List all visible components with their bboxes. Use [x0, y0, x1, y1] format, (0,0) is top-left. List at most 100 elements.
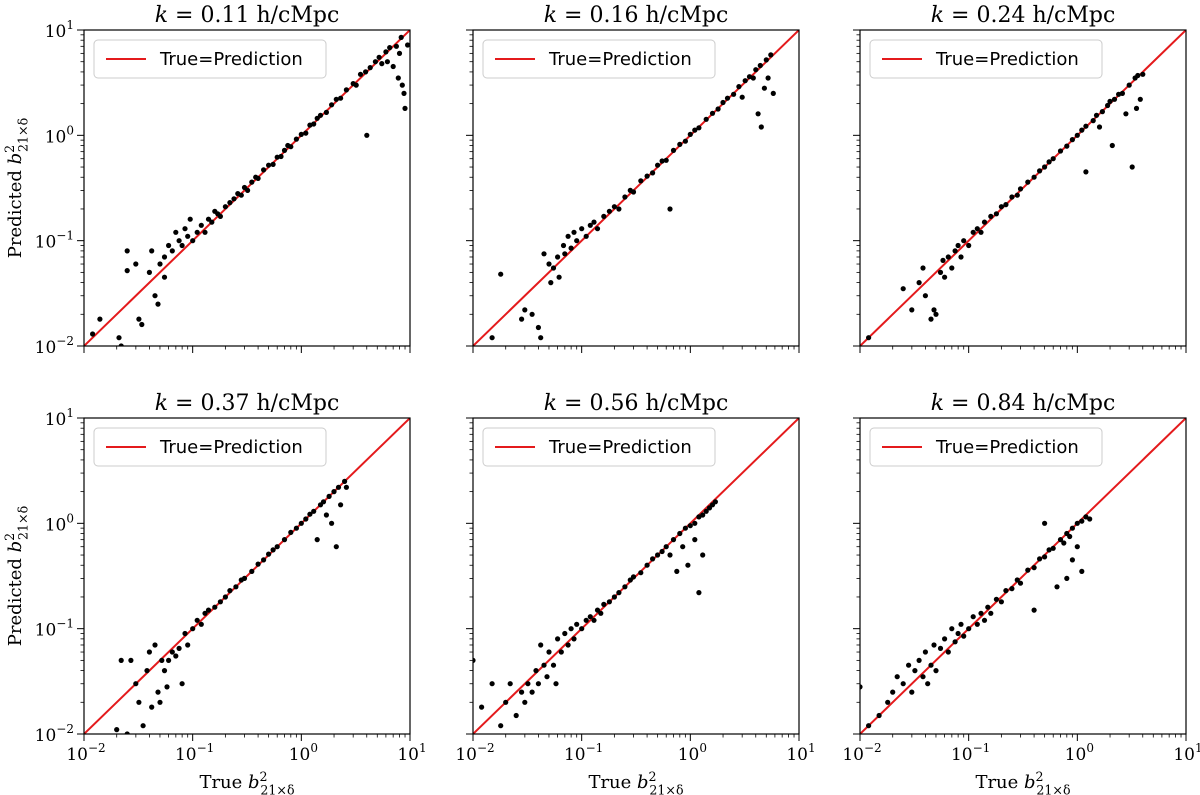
scatter-point: [548, 280, 554, 286]
scatter-point: [522, 699, 528, 705]
scatter-point: [274, 544, 280, 550]
scatter-point: [606, 599, 613, 605]
scatter-point: [937, 269, 944, 275]
scatter-point: [278, 153, 284, 160]
scatter-point: [594, 607, 601, 613]
scatter-point: [900, 681, 906, 687]
scatter-point: [1042, 554, 1048, 560]
scatter-point: [550, 662, 557, 668]
scatter-point: [136, 699, 142, 705]
scatter-point: [390, 63, 396, 70]
scatter-point: [755, 111, 761, 117]
scatter-point: [133, 681, 139, 687]
scatter-point: [522, 307, 528, 313]
scatter-point: [1003, 588, 1009, 594]
scatter-point: [198, 621, 204, 627]
scatter-point: [970, 229, 976, 235]
scatter-point: [353, 82, 359, 88]
scatter-point: [703, 508, 709, 514]
y-tick-label: 100: [45, 123, 74, 147]
subplot-title: k = 0.84 h/cMpc: [931, 391, 1116, 416]
scatter-point: [920, 674, 926, 680]
legend-label: True=Prediction: [548, 437, 692, 458]
scatter-point: [159, 657, 165, 664]
scatter-point: [179, 242, 185, 249]
scatter-point: [1069, 525, 1075, 531]
scatter-point: [379, 61, 385, 67]
scatter-point: [1137, 96, 1143, 102]
scatter-point: [670, 537, 677, 543]
legend-box: [93, 427, 327, 467]
x-tick-label: 10−2: [455, 741, 494, 765]
scatter-point: [1119, 90, 1125, 96]
scatter-point: [1126, 82, 1132, 88]
x-tick-label: 10−2: [842, 741, 881, 765]
scatter-point: [1093, 112, 1100, 118]
scatter-point: [993, 211, 1000, 217]
scatter-point: [261, 167, 267, 173]
scatter-point: [152, 642, 158, 648]
scatter-point: [568, 626, 574, 632]
scatter-point: [988, 610, 994, 616]
scatter-point: [1067, 533, 1073, 540]
scatter-point: [249, 179, 255, 185]
scatter-point: [288, 144, 294, 150]
scatter-point: [498, 723, 504, 729]
scatter-point: [579, 626, 585, 632]
scatter-point: [594, 226, 601, 232]
scatter-point: [544, 674, 550, 680]
scatter-point: [928, 662, 934, 668]
scatter-point: [217, 213, 223, 219]
panel-grid: k = 0.11 h/cMpc 10−2 10−1 100 101 Predicted b…: [2, 3, 1200, 795]
scatter-point: [185, 642, 191, 648]
scatter-point: [1009, 194, 1015, 200]
scatter-point: [739, 94, 745, 100]
scatter-point: [146, 269, 152, 275]
scatter-point: [952, 248, 958, 254]
scatter-point: [1083, 123, 1089, 129]
scatter-point: [529, 689, 535, 695]
y-tick-label: 10−1: [35, 617, 74, 641]
scatter-point: [303, 516, 309, 522]
x-tick-label: 10−1: [951, 741, 990, 765]
scatter-point: [949, 626, 955, 632]
scatter-point: [166, 242, 172, 249]
scatter-point: [266, 551, 272, 557]
scatter-point: [393, 43, 399, 49]
scatter-point: [692, 127, 698, 133]
scatter-point: [1031, 174, 1037, 180]
plot-area: [473, 30, 799, 346]
scatter-point: [245, 187, 251, 193]
scatter-point: [655, 552, 661, 558]
scatter-point: [988, 213, 994, 219]
scatter-point: [974, 226, 980, 232]
scatter-point: [1046, 547, 1052, 553]
scatter-point: [677, 141, 683, 147]
scatter-point: [144, 668, 150, 674]
scatter-point: [885, 699, 891, 705]
scatter-point: [601, 601, 607, 608]
axes-frame: [472, 29, 800, 347]
scatter-point: [663, 157, 669, 163]
scatter-point: [1031, 607, 1037, 613]
legend-label: True=Prediction: [935, 437, 1079, 458]
scatter-point: [1090, 118, 1096, 124]
scatter-point: [538, 642, 544, 648]
subplot-1: k = 0.11 h/cMpc 10−2 10−1 100 101 Predicted b…: [2, 3, 411, 358]
scatter-point: [763, 57, 769, 63]
scatter-point: [190, 626, 196, 632]
scatter-point: [307, 511, 313, 517]
scatter-point: [519, 316, 525, 322]
scatter-point: [293, 525, 299, 531]
x-tick-label: 10−2: [66, 741, 105, 765]
x-tick-label: 10−1: [564, 741, 603, 765]
scatter-point: [638, 570, 644, 576]
scatter-point: [114, 727, 120, 733]
scatter-point: [931, 307, 937, 313]
scatter-point: [1079, 127, 1085, 133]
scatter-point: [922, 649, 929, 655]
scatter-point: [583, 617, 589, 623]
scatter-point: [978, 610, 984, 616]
scatter-point: [974, 621, 980, 627]
scatter-point: [1017, 580, 1024, 586]
